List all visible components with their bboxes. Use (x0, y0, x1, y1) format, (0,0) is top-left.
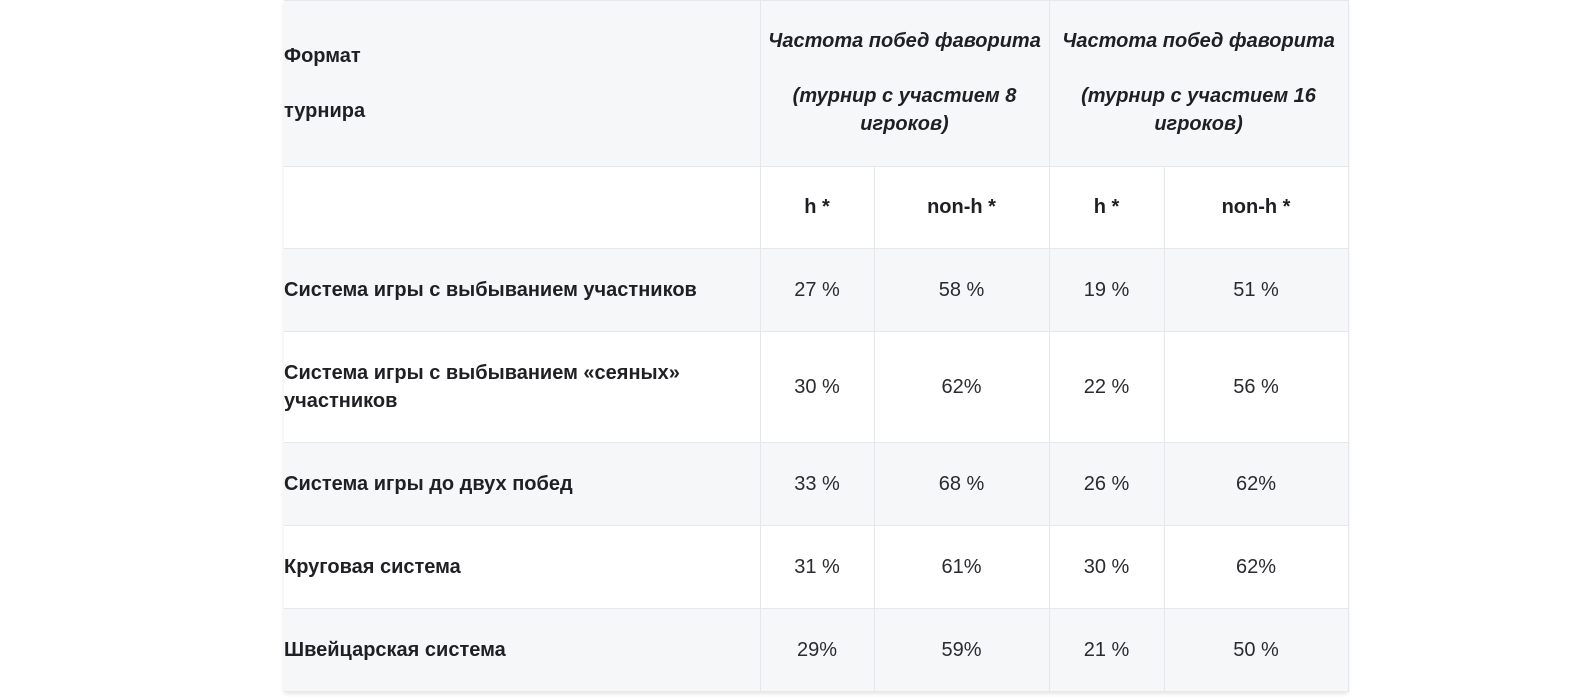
cell-h-8: 31 % (759, 525, 875, 609)
group-8-title: Частота побед фаворита (768, 30, 1041, 52)
row-label: Круговая система (284, 525, 761, 609)
group-16-subtitle: (турнир с участием 16 игроков) (1081, 85, 1316, 135)
cell-h-16: 19 % (1048, 248, 1165, 332)
cell-non-h-8: 58 % (873, 248, 1050, 332)
cell-non-h-8: 68 % (873, 442, 1050, 526)
table-header-row: Формат турнира Частота побед фаворита (т… (284, 0, 1349, 167)
cell-h-16: 26 % (1048, 442, 1165, 526)
row-label: Система игры с выбыванием участников (284, 248, 761, 332)
table-row: Система игры с выбыванием «сеяных» участ… (284, 331, 1349, 443)
cell-h-8: 33 % (759, 442, 875, 526)
cell-non-h-16: 56 % (1163, 331, 1349, 443)
format-header-line-2: турнира (284, 99, 366, 122)
comparison-table: Формат турнира Частота побед фаворита (т… (284, 0, 1349, 692)
cell-h-8: 30 % (759, 331, 875, 443)
cell-non-h-8: 61% (873, 525, 1050, 609)
cell-h-16: 22 % (1048, 331, 1165, 443)
cell-h-8: 29% (759, 608, 875, 692)
table-row: Система игры до двух побед 33 % 68 % 26 … (284, 442, 1349, 526)
table-row: Круговая система 31 % 61% 30 % 62% (284, 525, 1349, 609)
subheader-non-h-8: non-h * (873, 166, 1050, 249)
group-16-title: Частота побед фаворита (1062, 30, 1335, 52)
subheader-non-h-16: non-h * (1163, 166, 1349, 249)
row-label: Система игры с выбыванием «сеяных» участ… (284, 331, 761, 443)
table-row: Швейцарская система 29% 59% 21 % 50 % (284, 608, 1349, 692)
subheader-h-16: h * (1048, 166, 1165, 249)
subheader-empty-cell (284, 166, 761, 249)
table-subheader-row: h * non-h * h * non-h * (284, 166, 1349, 249)
format-column-header: Формат турнира (284, 0, 761, 167)
cell-non-h-16: 62% (1163, 442, 1349, 526)
cell-non-h-16: 50 % (1163, 608, 1349, 692)
group-8-subtitle: (турнир с участием 8 игроков) (792, 85, 1017, 135)
row-label: Швейцарская система (284, 608, 761, 692)
row-label: Система игры до двух побед (284, 442, 761, 526)
group-header-16-players: Частота побед фаворита (турнир с участие… (1048, 0, 1349, 167)
cell-non-h-16: 51 % (1163, 248, 1349, 332)
group-header-8-players: Частота побед фаворита (турнир с участие… (759, 0, 1050, 167)
subheader-h-8: h * (759, 166, 875, 249)
cell-h-16: 30 % (1048, 525, 1165, 609)
format-header-line-1: Формат (284, 44, 361, 67)
cell-h-16: 21 % (1048, 608, 1165, 692)
table-row: Система игры с выбыванием участников 27 … (284, 248, 1349, 332)
cell-non-h-8: 59% (873, 608, 1050, 692)
cell-non-h-8: 62% (873, 331, 1050, 443)
cell-non-h-16: 62% (1163, 525, 1349, 609)
cell-h-8: 27 % (759, 248, 875, 332)
comparison-table-container: Формат турнира Частота побед фаворита (т… (284, 0, 1349, 692)
